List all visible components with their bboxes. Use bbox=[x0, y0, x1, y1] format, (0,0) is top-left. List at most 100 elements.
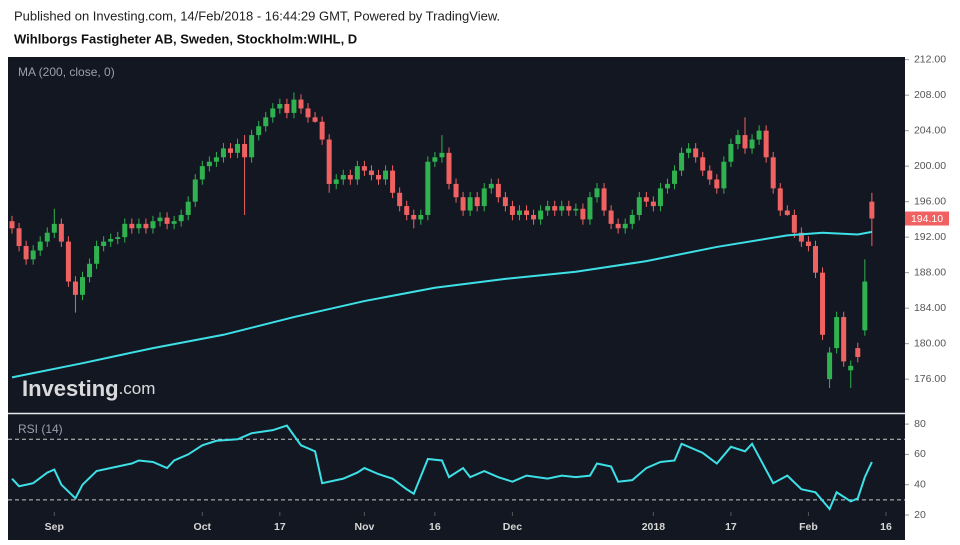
candle-body bbox=[213, 157, 219, 162]
candle-body bbox=[552, 206, 558, 211]
candle-body bbox=[784, 210, 790, 215]
candle-body bbox=[390, 170, 396, 193]
candle-body bbox=[657, 188, 663, 207]
y-tick-label: 192.00 bbox=[914, 231, 946, 243]
candle-body bbox=[206, 161, 212, 167]
candle-body bbox=[411, 214, 417, 220]
candle-body bbox=[580, 208, 586, 220]
candle-body bbox=[228, 148, 234, 153]
candle-body bbox=[58, 223, 64, 242]
y-tick-label: 180.00 bbox=[914, 337, 946, 349]
candle-body bbox=[495, 183, 501, 198]
candle-body bbox=[650, 201, 656, 207]
y-tick-label: 40 bbox=[914, 479, 926, 491]
candle-body bbox=[312, 117, 318, 122]
candle-body bbox=[545, 206, 551, 211]
candle-body bbox=[171, 221, 177, 224]
candle-body bbox=[524, 210, 530, 215]
legend-entry: MA (200, close, 0) bbox=[18, 65, 115, 79]
candle-body bbox=[855, 348, 861, 357]
candle-body bbox=[841, 317, 847, 362]
candle-body bbox=[150, 221, 156, 229]
y-tick-label: 80 bbox=[914, 418, 926, 430]
candle-body bbox=[192, 179, 198, 202]
candle-body bbox=[368, 170, 374, 176]
candle-body bbox=[235, 143, 241, 153]
candle-body bbox=[686, 148, 692, 153]
candle-body bbox=[51, 223, 57, 233]
candle-body bbox=[805, 241, 811, 247]
candle-body bbox=[65, 241, 71, 282]
candle-body bbox=[178, 214, 184, 222]
candle-body bbox=[531, 214, 537, 220]
y-tick-label: 208.00 bbox=[914, 89, 946, 101]
candle-body bbox=[714, 179, 720, 189]
candle-body bbox=[516, 210, 522, 215]
candle-body bbox=[812, 246, 818, 273]
x-tick-label: 16 bbox=[429, 521, 441, 533]
x-tick-label: Oct bbox=[194, 521, 212, 533]
candle-body bbox=[509, 206, 515, 215]
candle-body bbox=[636, 197, 642, 215]
candle-body bbox=[199, 166, 205, 180]
candle-body bbox=[418, 214, 424, 220]
candle-body bbox=[136, 223, 142, 229]
candle-body bbox=[305, 108, 311, 118]
x-tick-label: Feb bbox=[799, 521, 818, 533]
candle-body bbox=[474, 197, 480, 207]
x-tick-label: Nov bbox=[354, 521, 374, 533]
candle-body bbox=[44, 232, 50, 242]
candle-body bbox=[87, 263, 93, 278]
candle-body bbox=[488, 183, 494, 189]
y-tick-label: 60 bbox=[914, 448, 926, 460]
last-price-label: 194.10 bbox=[911, 213, 943, 225]
panel bbox=[8, 424, 905, 511]
candle-body bbox=[16, 228, 22, 247]
candle-body bbox=[108, 238, 114, 242]
last-price-box bbox=[905, 211, 949, 226]
y-tick-label: 176.00 bbox=[914, 373, 946, 385]
candle-body bbox=[566, 206, 572, 211]
candle-body bbox=[777, 188, 783, 211]
y-tick-label: 188.00 bbox=[914, 266, 946, 278]
candle-body bbox=[693, 148, 699, 158]
axis-background bbox=[905, 57, 960, 540]
candle-body bbox=[763, 130, 769, 158]
candle-body bbox=[143, 223, 149, 229]
plot-background bbox=[8, 57, 905, 540]
candle-body bbox=[347, 175, 353, 180]
candle-body bbox=[23, 246, 29, 260]
x-tick-label: 2018 bbox=[642, 521, 666, 533]
candle-body bbox=[439, 152, 445, 158]
candle-body bbox=[453, 183, 459, 198]
candle-body bbox=[608, 210, 614, 224]
y-tick-label: 20 bbox=[914, 509, 926, 521]
candle-body bbox=[481, 188, 487, 207]
x-tick-label: 17 bbox=[274, 521, 286, 533]
candle-body bbox=[672, 170, 678, 184]
candle-body bbox=[735, 135, 741, 144]
candle-body bbox=[798, 232, 804, 242]
candle-body bbox=[834, 317, 840, 349]
candle-body bbox=[270, 108, 276, 118]
candle-body bbox=[129, 223, 135, 229]
watermark: Investing.com bbox=[22, 376, 155, 401]
candle-body bbox=[263, 117, 269, 127]
candle-body bbox=[573, 208, 579, 211]
candle-body bbox=[770, 157, 776, 189]
y-tick-label: 212.00 bbox=[914, 53, 946, 65]
candle-body bbox=[220, 148, 226, 158]
legend-entry: RSI (14) bbox=[18, 422, 63, 436]
candle-body bbox=[622, 223, 628, 229]
candle-body bbox=[827, 352, 833, 380]
candle-body bbox=[559, 206, 565, 211]
candle-body bbox=[256, 126, 262, 136]
series-line bbox=[11, 424, 873, 511]
candle-body bbox=[185, 201, 191, 215]
candle-body bbox=[9, 221, 15, 229]
candle-body bbox=[594, 188, 600, 198]
published-note: Published on Investing.com, 14/Feb/2018 … bbox=[14, 8, 500, 23]
candle-body bbox=[728, 143, 734, 162]
symbol-title: Wihlborgs Fastigheter AB, Sweden, Stockh… bbox=[14, 31, 357, 46]
